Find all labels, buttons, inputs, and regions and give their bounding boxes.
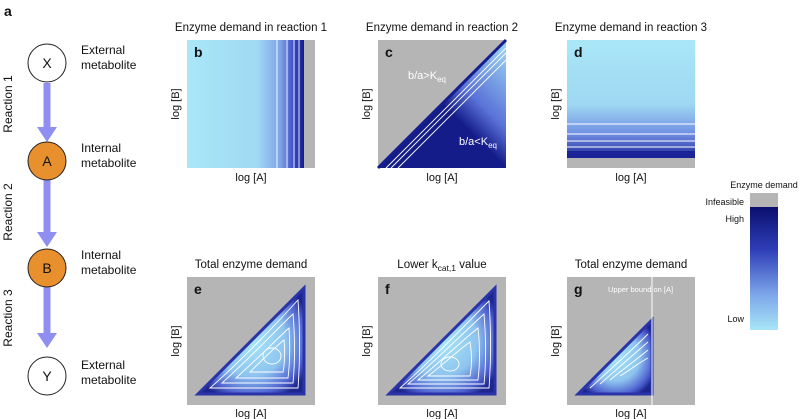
node-b-letter: B — [42, 260, 51, 276]
arrow-reaction-2 — [37, 180, 57, 247]
panel-e-contours — [208, 298, 300, 389]
node-x-label-1: External — [81, 43, 125, 57]
panel-c-annot-lower: b/a<Keq — [459, 136, 497, 150]
node-a-label-2: metabolite — [81, 156, 137, 170]
panel-f-heatmap — [385, 284, 497, 396]
panel-b-letter: b — [194, 44, 203, 60]
node-a-label-1: Internal — [81, 141, 121, 155]
panel-c-letter: c — [385, 44, 393, 60]
panel-b: Enzyme demand in reaction 1 b log [A] lo… — [170, 22, 327, 184]
legend-high-label: High — [725, 214, 744, 224]
panel-c-title: Enzyme demand in reaction 2 — [366, 22, 518, 34]
legend-infeasible-swatch — [750, 193, 778, 207]
reaction-1-label: Reaction 1 — [1, 75, 15, 133]
panel-e: Total enzyme demand e log [A] log [B] — [170, 259, 315, 419]
node-x-label-2: metabolite — [81, 58, 137, 72]
panel-g-title: Total enzyme demand — [575, 259, 688, 271]
node-b-label-1: Internal — [81, 248, 121, 262]
node-y-label-1: External — [81, 358, 125, 372]
legend-title: Enzyme demand — [730, 180, 798, 190]
panel-b-contours — [276, 40, 300, 168]
panel-f-contours — [398, 299, 491, 389]
panel-d-title: Enzyme demand in reaction 3 — [555, 22, 707, 34]
node-y-letter: Y — [42, 368, 52, 384]
legend-infeasible-label: Infeasible — [705, 197, 744, 207]
panel-c-contours — [385, 47, 507, 169]
panel-d-letter: d — [574, 44, 583, 60]
pathway-arrows — [37, 83, 57, 348]
panel-d-boundary — [567, 151, 695, 158]
node-y: Y External metabolite — [27, 356, 137, 396]
legend: Enzyme demand Infeasible High Low — [705, 180, 798, 330]
panel-b-heatmap — [187, 40, 304, 168]
panel-d-heatmap — [567, 40, 695, 158]
node-a: A Internal metabolite — [27, 141, 137, 181]
panel-b-title: Enzyme demand in reaction 1 — [175, 22, 327, 34]
panel-c-xlabel: log [A] — [426, 172, 457, 184]
panel-f: Lower kcat,1 value f log [A] log [B] — [361, 259, 506, 419]
legend-low-label: Low — [727, 314, 744, 324]
node-b-label-2: metabolite — [81, 263, 137, 277]
reaction-2-label: Reaction 2 — [1, 183, 15, 241]
legend-colorbar — [750, 207, 778, 330]
panel-g-annot: Upper bound on [A] — [608, 285, 673, 294]
node-b: B Internal metabolite — [27, 248, 137, 288]
panel-c-boundary — [376, 38, 508, 170]
node-x: X External metabolite — [27, 43, 137, 83]
node-y-label-2: metabolite — [81, 373, 137, 387]
panel-g-ylabel: log [B] — [550, 325, 562, 356]
panel-b-xlabel: log [A] — [235, 172, 266, 184]
panel-g-letter: g — [574, 281, 583, 297]
panel-g-contours — [589, 333, 649, 389]
panel-d-contours — [567, 123, 695, 148]
panel-g: Total enzyme demand g Upper bound on [A]… — [550, 259, 695, 419]
panel-g-xlabel: log [A] — [615, 408, 646, 419]
reaction-3-label: Reaction 3 — [1, 289, 15, 347]
panel-f-letter: f — [385, 281, 390, 297]
arrow-reaction-1 — [37, 83, 57, 142]
panel-e-ylabel: log [B] — [170, 325, 182, 356]
node-x-letter: X — [42, 55, 52, 71]
panel-e-heatmap — [194, 284, 306, 396]
panel-f-xlabel: log [A] — [426, 408, 457, 419]
arrow-reaction-3 — [37, 287, 57, 348]
panel-d: Enzyme demand in reaction 3 d log [A] lo… — [550, 22, 707, 184]
panel-c: Enzyme demand in reaction 2 c b/a>Keq b/… — [361, 22, 518, 184]
panel-e-title: Total enzyme demand — [195, 259, 308, 271]
panel-b-ylabel: log [B] — [170, 88, 182, 119]
panel-c-annot-upper: b/a>Keq — [408, 70, 446, 84]
panel-e-xlabel: log [A] — [235, 408, 266, 419]
node-a-letter: A — [42, 153, 52, 169]
figure-label: a — [4, 3, 12, 19]
panel-d-xlabel: log [A] — [615, 172, 646, 184]
panel-c-ylabel: log [B] — [361, 88, 373, 119]
panel-f-title: Lower kcat,1 value — [397, 259, 486, 273]
panel-d-ylabel: log [B] — [550, 88, 562, 119]
panel-e-letter: e — [194, 281, 202, 297]
panel-f-ylabel: log [B] — [361, 325, 373, 356]
